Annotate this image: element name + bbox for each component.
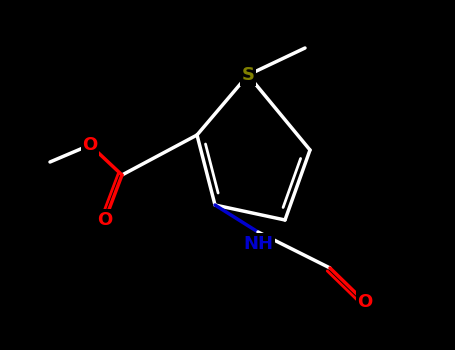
Text: O: O xyxy=(82,136,98,154)
Text: S: S xyxy=(242,66,254,84)
Text: O: O xyxy=(97,211,113,229)
Text: NH: NH xyxy=(243,235,273,253)
Text: O: O xyxy=(357,293,373,311)
